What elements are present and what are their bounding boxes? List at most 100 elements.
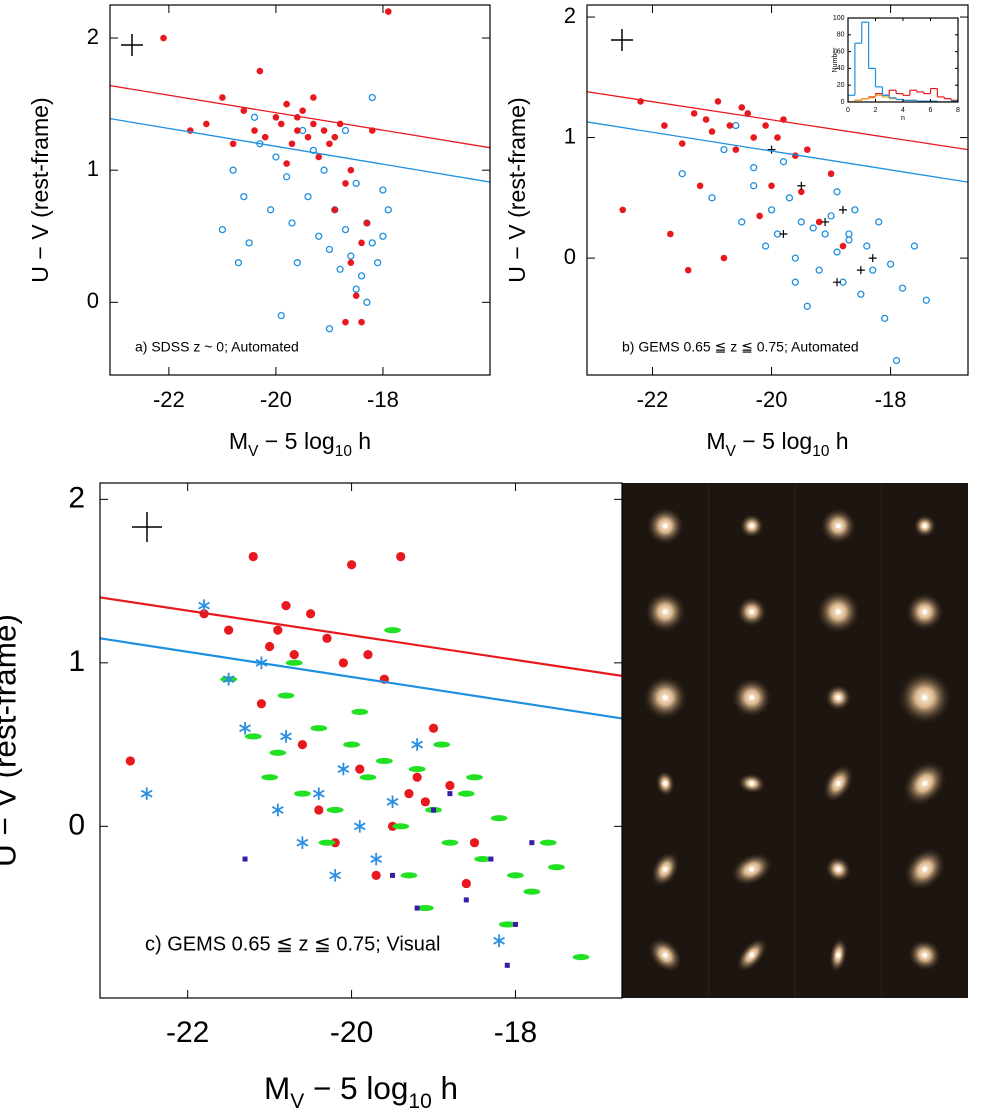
point — [338, 658, 349, 668]
point — [248, 551, 258, 562]
point — [331, 133, 339, 141]
galaxy-core — [922, 866, 928, 872]
galaxy-core — [922, 780, 928, 786]
point — [809, 224, 817, 232]
galaxy-core — [835, 695, 841, 701]
y-tick-label: 2 — [68, 481, 85, 514]
x-axis-label-part: V — [726, 443, 737, 460]
point — [322, 633, 332, 643]
point — [678, 140, 686, 147]
error-cross — [611, 29, 633, 51]
point — [289, 650, 299, 660]
point — [325, 245, 334, 254]
point — [359, 774, 377, 781]
galaxy-core — [749, 866, 755, 872]
point — [203, 120, 210, 128]
error-cross — [121, 34, 143, 56]
point — [714, 98, 722, 105]
x-tick-label: -18 — [494, 1016, 537, 1049]
point — [305, 609, 316, 619]
point — [400, 872, 418, 879]
point — [833, 188, 841, 196]
point — [326, 140, 333, 148]
point — [280, 730, 292, 743]
y-tick-label: 2 — [87, 24, 99, 49]
point — [396, 551, 406, 562]
point — [363, 650, 373, 660]
point — [791, 254, 800, 262]
point — [297, 739, 308, 750]
point — [488, 856, 494, 862]
point — [845, 236, 853, 244]
point — [219, 94, 226, 101]
point — [326, 806, 344, 814]
axes-frame — [847, 17, 959, 103]
axes-frame — [586, 4, 969, 376]
point — [386, 795, 399, 809]
point — [347, 259, 355, 266]
x-axis-label-part: V — [248, 443, 259, 460]
point — [325, 325, 334, 333]
y-tick-label: 40 — [837, 65, 845, 72]
point — [379, 232, 387, 240]
point — [337, 762, 350, 776]
point — [310, 94, 317, 101]
point — [696, 182, 704, 190]
dividing-line — [100, 596, 622, 678]
point — [910, 242, 919, 250]
point — [314, 805, 324, 815]
point — [353, 820, 366, 833]
y-tick-label: 80 — [837, 32, 845, 39]
point — [845, 230, 853, 238]
point — [363, 219, 371, 227]
point — [229, 166, 237, 174]
point — [288, 219, 296, 227]
point — [504, 962, 510, 968]
x-tick-label: -18 — [875, 387, 907, 412]
plot-area — [100, 551, 622, 968]
point — [282, 173, 291, 181]
point — [572, 954, 590, 961]
galaxy-core — [922, 952, 928, 958]
point — [285, 659, 303, 666]
y-tick-label: 100 — [833, 15, 845, 22]
point — [529, 840, 535, 846]
point — [678, 170, 686, 178]
point — [347, 166, 355, 174]
point — [433, 741, 451, 748]
point — [392, 823, 410, 830]
dividing-line — [110, 118, 490, 183]
point — [296, 836, 309, 849]
point — [498, 921, 516, 928]
dividing-line — [110, 84, 490, 149]
x-axis-label-part: h — [829, 428, 848, 454]
point — [892, 356, 901, 365]
galaxy-core — [835, 780, 841, 786]
point — [336, 265, 344, 273]
point — [343, 741, 360, 748]
y-tick-label: 1 — [564, 123, 576, 148]
galaxy-core — [835, 952, 841, 958]
point — [797, 218, 805, 226]
point — [277, 120, 285, 128]
point — [261, 774, 279, 781]
point — [428, 723, 439, 733]
y-tick-label: 1 — [87, 156, 99, 181]
point — [256, 67, 264, 75]
y-tick-label: 60 — [837, 48, 845, 55]
point — [125, 756, 135, 766]
point — [266, 206, 275, 214]
y-tick-label: 0 — [68, 808, 85, 841]
y-axis-label: U − V (rest-frame) — [27, 97, 53, 282]
point — [352, 179, 360, 188]
galaxy-image-grid — [622, 483, 968, 998]
point — [342, 318, 349, 326]
point — [342, 180, 349, 187]
point — [368, 93, 376, 102]
x-tick-label: -20 — [330, 1016, 373, 1049]
point — [779, 158, 788, 166]
galaxy-core — [835, 866, 841, 872]
point — [539, 839, 557, 846]
point — [738, 218, 746, 226]
point — [431, 807, 437, 813]
